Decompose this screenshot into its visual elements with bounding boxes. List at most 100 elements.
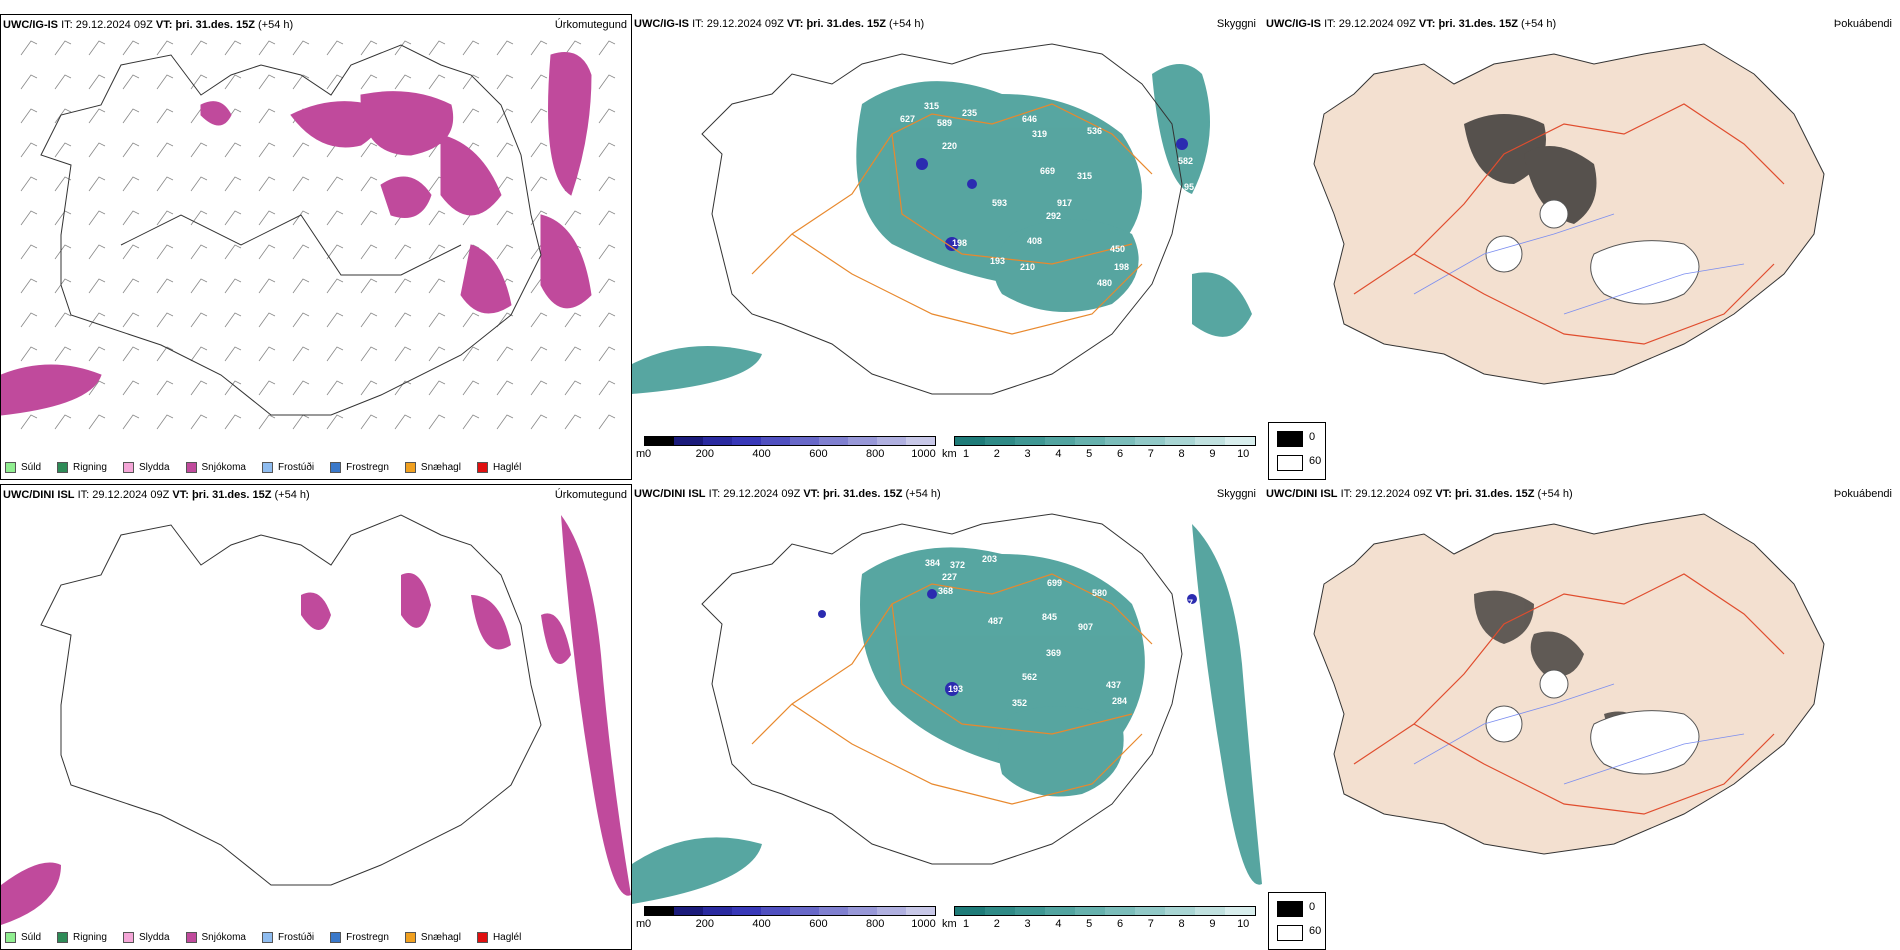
legend-item: Haglél [476,932,521,943]
tick-label: 7 [1147,448,1154,460]
wind-barb [326,74,344,90]
wind-barb [88,278,106,294]
height-label: 580 [1092,588,1107,598]
wind-barb [54,210,72,226]
wind-barb [326,244,344,260]
vt-label: VT: [155,19,173,31]
wind-barb [190,40,208,56]
height-label: 845 [1042,612,1057,622]
height-label: 198 [1114,262,1129,272]
wind-barb [360,74,378,90]
swatch [404,932,416,943]
wind-barb [564,312,582,328]
tick-label: 6 [1116,448,1124,460]
swatch [57,932,69,943]
wind-barb [360,278,378,294]
height-label: 536 [1087,126,1102,136]
tick-label: 3 [1024,918,1031,930]
wind-barb [54,244,72,260]
fog-map [1313,513,1825,855]
wind-barb [360,210,378,226]
swatch [1277,901,1303,917]
wind-barb [156,142,174,158]
tick-label: 2 [993,918,1000,930]
tick-label: 200 [695,918,714,930]
swatch [476,932,488,943]
legend-label: Frostregn [346,932,389,943]
wind-barb [258,244,276,260]
wind-barb [190,312,208,328]
legend-item: Súld [5,462,41,473]
panel-header: UWC/DINI ISL IT: 29.12.2024 09Z VT: þri.… [3,489,310,501]
wind-barb [564,414,582,430]
swatch [261,462,273,473]
wind-barb [122,244,140,260]
roads [1353,103,1785,345]
lead-time: (+54 h) [258,19,294,31]
panel-header: UWC/DINI ISL IT: 29.12.2024 09Z VT: þri.… [634,488,941,500]
wind-barbs [20,40,616,430]
wind-barb [156,380,174,396]
legend-label: Frostregn [346,462,389,473]
legend-item: Frostregn [330,932,389,943]
wind-barb [122,380,140,396]
swatch [122,932,134,943]
lead-time: (+54 h) [889,18,925,30]
wind-barb [88,244,106,260]
wind-barb [292,312,310,328]
wind-barb [360,414,378,430]
wind-barb [258,380,276,396]
legend-label: 0 [1309,431,1316,443]
roads [1353,573,1785,815]
panel-header: UWC/IG-IS IT: 29.12.2024 09Z VT: þri. 31… [634,18,924,30]
wind-barb [530,74,548,90]
it-value: 29.12.2024 09Z [92,489,170,501]
wind-barb [224,414,242,430]
height-label: 284 [1112,696,1127,706]
wind-barb [598,210,616,226]
wind-barb [20,210,38,226]
wind-barb [360,176,378,192]
tick-label: 800 [866,448,885,460]
visibility-colorbar: km 1 2 3 4 5 6 7 8 9 10 [942,436,1262,476]
wind-barb [156,346,174,362]
swatch [1277,455,1303,471]
legend-label: Súld [21,462,42,473]
cloud-areas [632,64,1252,394]
swatch [261,932,273,943]
wind-barb [360,142,378,158]
vt-value: þri. 31.des. 15Z [1438,18,1518,30]
lead-time: (+54 h) [1521,18,1557,30]
vt-label: VT: [786,18,804,30]
height-label: 480 [1097,278,1112,288]
swatch [476,462,488,473]
wind-barb [88,380,106,396]
tick-label: 0 [644,918,652,930]
wind-barb [20,74,38,90]
wind-barb [292,40,310,56]
wind-barb [258,142,276,158]
height-label: 193 [948,684,963,694]
fog-panel-top: UWC/IG-IS IT: 29.12.2024 09Z VT: þri. 31… [1264,14,1896,480]
model-name: UWC/DINI ISL [1266,488,1338,500]
tick-label: 9 [1209,448,1216,460]
wind-barb [292,74,310,90]
wind-barb [428,278,446,294]
wind-barb [530,312,548,328]
tick-label: 5 [1086,918,1093,930]
wind-barb [122,414,140,430]
wind-barb [20,346,38,362]
it-value: 29.12.2024 09Z [1338,18,1416,30]
wind-barb [598,40,616,56]
legend-item: Snjókoma [185,462,246,473]
wind-barb [20,312,38,328]
wind-barb [88,312,106,328]
height-label: 582 [1178,156,1193,166]
height-label: 369 [1046,648,1061,658]
height-label: 669 [1040,166,1055,176]
legend-label: Frostúði [277,932,315,943]
tick-label: 600 [809,918,828,930]
wind-barb [54,312,72,328]
wind-barb [292,176,310,192]
legend-item: Rigning [57,932,107,943]
